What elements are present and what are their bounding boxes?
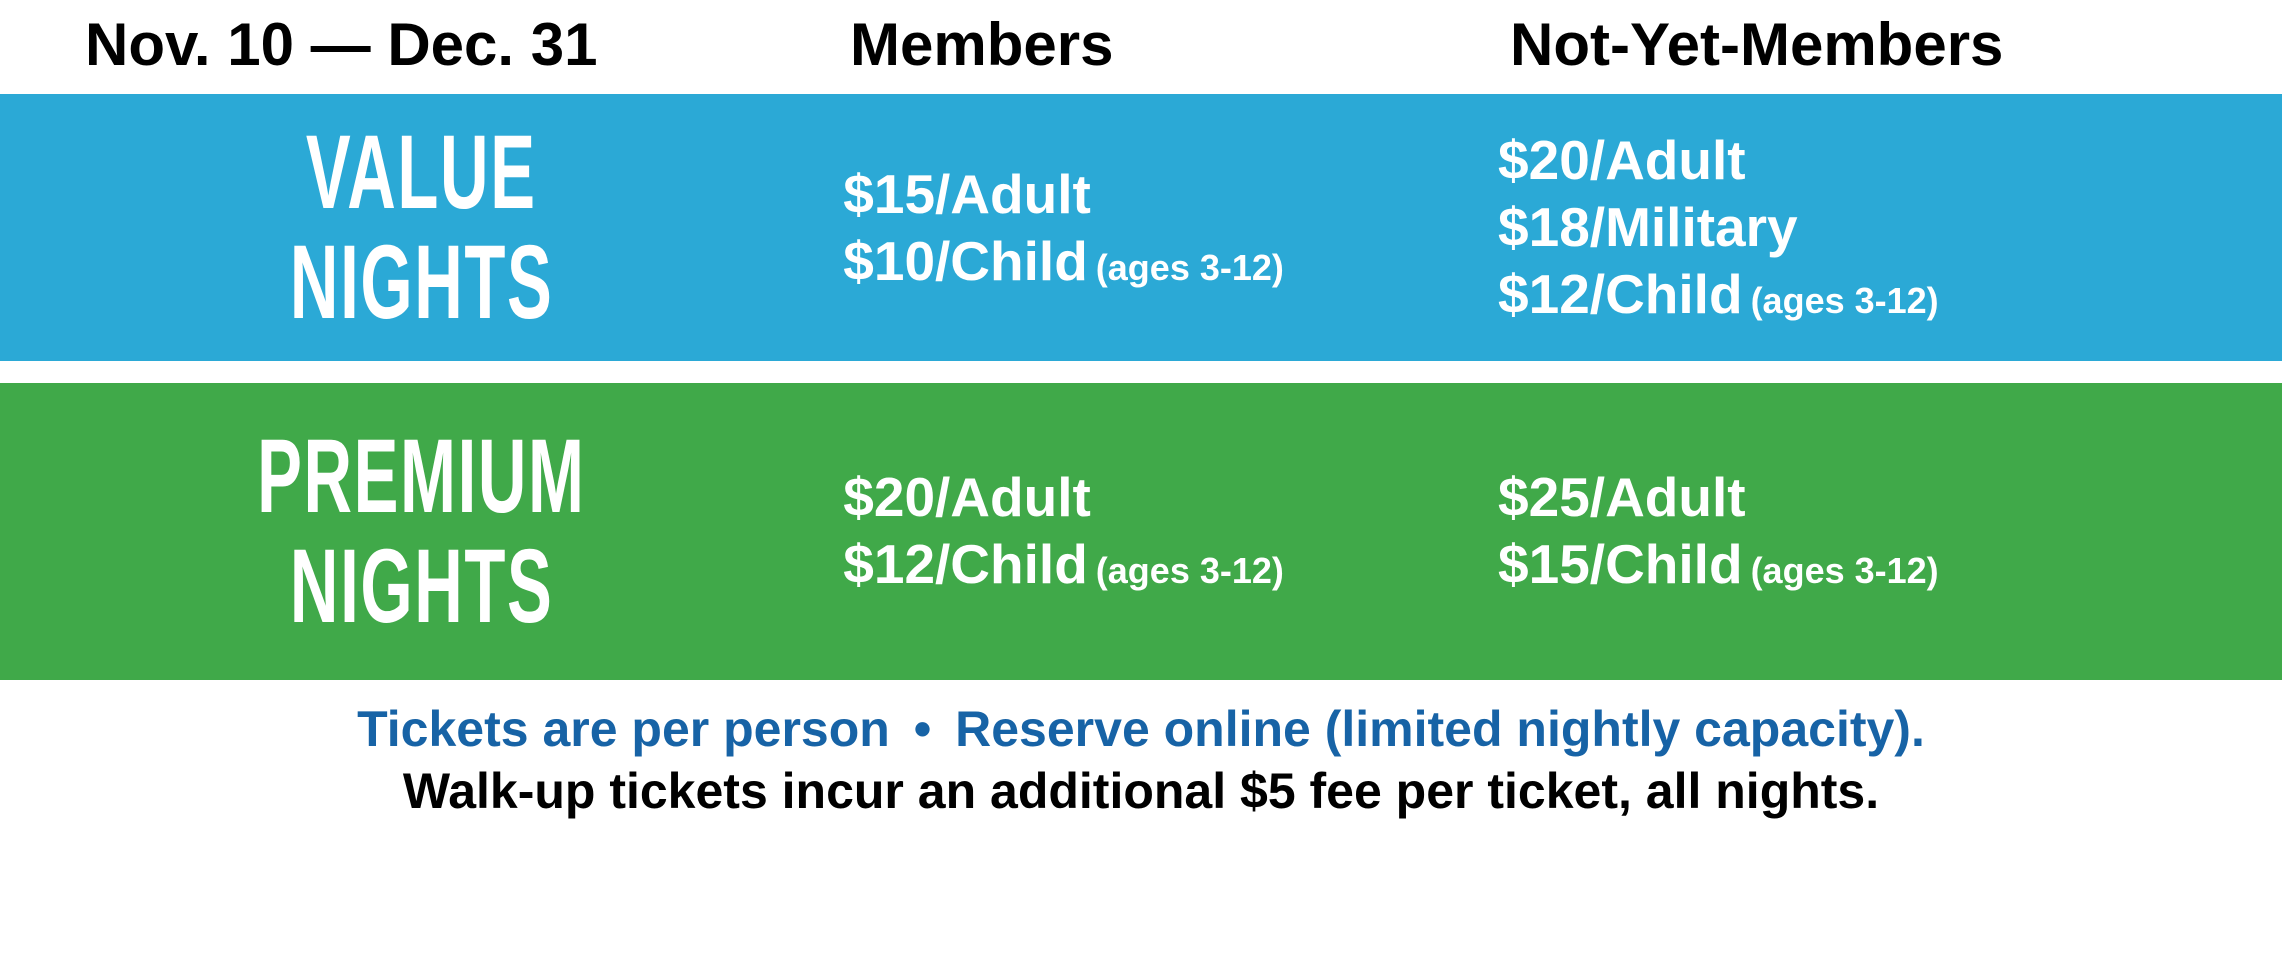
value-nonmembers-prices: $20/Adult $18/Military $12/Child(ages 3-… bbox=[1498, 127, 2252, 328]
premium-label-line2: NIGHTS bbox=[290, 531, 553, 641]
value-members-child-line: $10/Child(ages 3-12) bbox=[843, 228, 1498, 295]
premium-nonmembers-child-suffix: (ages 3-12) bbox=[1751, 550, 1939, 591]
footer-notes: Tickets are per person • Reserve online … bbox=[0, 680, 2282, 820]
value-nonmembers-military: $18/Military bbox=[1498, 194, 2252, 261]
value-nonmembers-adult: $20/Adult bbox=[1498, 127, 2252, 194]
value-nonmembers-child: $12/Child bbox=[1498, 263, 1743, 325]
premium-members-adult: $20/Adult bbox=[843, 464, 1498, 531]
value-nights-label: VALUE NIGHTS bbox=[0, 117, 843, 337]
header-date-range: Nov. 10 — Dec. 31 bbox=[0, 10, 850, 79]
pricing-table: Nov. 10 — Dec. 31 Members Not-Yet-Member… bbox=[0, 0, 2282, 820]
row-premium-nights: PREMIUM NIGHTS $20/Adult $12/Child(ages … bbox=[0, 383, 2282, 679]
row-value-nights: VALUE NIGHTS $15/Adult $10/Child(ages 3-… bbox=[0, 94, 2282, 361]
footer-per-person: Tickets are per person bbox=[357, 701, 890, 757]
value-label-line1: VALUE bbox=[306, 117, 537, 227]
premium-nonmembers-prices: $25/Adult $15/Child(ages 3-12) bbox=[1498, 464, 2252, 598]
value-members-child-suffix: (ages 3-12) bbox=[1096, 247, 1284, 288]
premium-members-child: $12/Child bbox=[843, 533, 1088, 595]
header-members: Members bbox=[850, 10, 1510, 79]
value-members-child: $10/Child bbox=[843, 230, 1088, 292]
premium-nights-label: PREMIUM NIGHTS bbox=[0, 421, 843, 641]
footer-reserve-online: Reserve online (limited nightly capacity… bbox=[955, 701, 1925, 757]
premium-members-child-suffix: (ages 3-12) bbox=[1096, 550, 1284, 591]
value-label-line2: NIGHTS bbox=[290, 228, 553, 338]
premium-nonmembers-child: $15/Child bbox=[1498, 533, 1743, 595]
value-members-adult: $15/Adult bbox=[843, 161, 1498, 228]
premium-nonmembers-child-line: $15/Child(ages 3-12) bbox=[1498, 531, 2252, 598]
value-nonmembers-child-suffix: (ages 3-12) bbox=[1751, 280, 1939, 321]
footer-line-1: Tickets are per person • Reserve online … bbox=[0, 700, 2282, 758]
header-nonmembers: Not-Yet-Members bbox=[1510, 10, 2270, 79]
value-nonmembers-child-line: $12/Child(ages 3-12) bbox=[1498, 261, 2252, 328]
header-row: Nov. 10 — Dec. 31 Members Not-Yet-Member… bbox=[0, 0, 2282, 94]
premium-nonmembers-adult: $25/Adult bbox=[1498, 464, 2252, 531]
premium-label-line1: PREMIUM bbox=[257, 421, 586, 531]
value-members-prices: $15/Adult $10/Child(ages 3-12) bbox=[843, 161, 1498, 295]
footer-line-2: Walk-up tickets incur an additional $5 f… bbox=[0, 762, 2282, 820]
premium-members-prices: $20/Adult $12/Child(ages 3-12) bbox=[843, 464, 1498, 598]
footer-bullet: • bbox=[914, 701, 932, 757]
premium-members-child-line: $12/Child(ages 3-12) bbox=[843, 531, 1498, 598]
